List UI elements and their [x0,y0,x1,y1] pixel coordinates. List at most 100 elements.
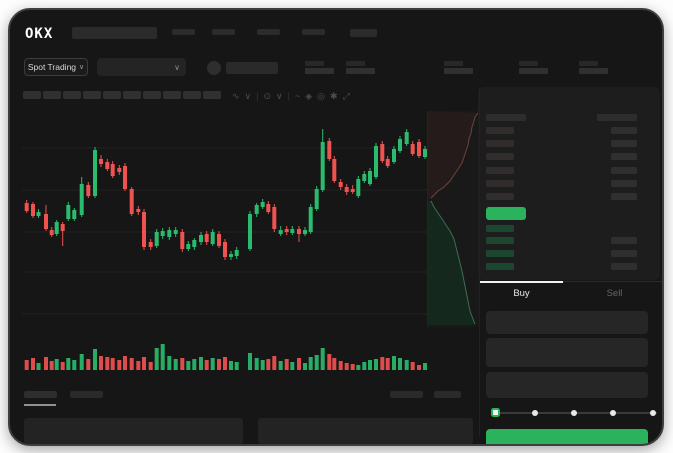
stat-value-placeholder [519,68,548,74]
ticker-stat-group [579,61,609,75]
timeframe-placeholder[interactable] [143,91,161,99]
ticker-stat-group [305,61,335,75]
bottom-tab-placeholder[interactable] [434,391,461,398]
stat-label-placeholder [444,61,463,66]
slider-step-dot[interactable] [610,410,617,416]
chart-type-icon[interactable]: ∿ [232,90,240,101]
line-tool-icon[interactable]: ~ [294,91,301,101]
market-type-label: Spot Trading [27,62,77,72]
bid-amount-placeholder [611,237,637,245]
amount-slider[interactable] [491,406,657,420]
amount-input[interactable] [486,338,648,367]
camera-icon[interactable]: ◎ [317,90,326,101]
tab-buy[interactable]: Buy [513,288,530,299]
timeframe-placeholder[interactable] [183,91,201,99]
nav-item-placeholder[interactable] [172,29,195,35]
depth-chart [428,111,479,325]
fullscreen-icon[interactable]: ⤢ [342,90,350,101]
ask-price-placeholder[interactable] [486,193,514,200]
stat-value-placeholder [346,68,375,74]
ask-price-placeholder[interactable] [486,140,514,148]
chevron-down-icon: ∨ [79,64,85,71]
stat-label-placeholder [579,61,598,66]
orderbook-header-placeholder [486,114,526,121]
ask-amount-placeholder [611,166,637,174]
bid-price-placeholder[interactable] [486,237,514,245]
timeframe-placeholder[interactable] [23,91,41,99]
slider-step-dot[interactable] [649,410,656,416]
market-type-dropdown[interactable]: Spot Trading ∨ [24,58,88,76]
nav-item-placeholder[interactable] [350,29,377,37]
last-price-button[interactable] [486,207,526,220]
nav-item-placeholder[interactable] [72,27,157,39]
bid-amount-placeholder [611,263,637,271]
volume-chart [24,344,427,370]
ask-price-placeholder[interactable] [486,179,514,187]
price-input[interactable] [486,311,648,334]
timeframe-placeholder[interactable] [63,91,81,99]
total-input[interactable] [486,372,648,398]
okx-logo: OKX [25,26,54,42]
ask-price-placeholder[interactable] [486,166,514,174]
chevron-down-icon: ∨ [174,62,180,72]
slider-handle[interactable] [491,408,500,417]
ticker-stat-group [444,61,474,75]
ask-amount-placeholder [611,193,637,200]
orderbook-header-placeholder [597,114,637,121]
stat-value-placeholder [305,68,334,74]
timeframe-placeholder[interactable] [123,91,141,99]
chart-toolbar: ∿ ∨ | ⊙ ∨ | ~ ◈ ◎ ✱ ⤢ [232,89,350,103]
nav-item-placeholder[interactable] [302,29,325,35]
stat-value-placeholder [444,68,473,74]
timeframe-placeholder[interactable] [43,91,61,99]
timeframe-placeholder[interactable] [83,91,101,99]
divider: | [256,91,259,101]
slider-step-dot[interactable] [571,410,577,416]
depth-chart-panel [427,111,480,327]
ask-amount-placeholder [611,127,637,134]
pair-select-dropdown[interactable]: ∨ [97,58,186,76]
bottom-active-tab-indicator [24,404,56,406]
bottom-tab-placeholder[interactable] [390,391,423,398]
ask-price-placeholder[interactable] [486,153,514,161]
ask-amount-placeholder [611,179,637,187]
active-tab-indicator [480,281,563,283]
stat-label-placeholder [519,61,538,66]
stat-label-placeholder [346,61,365,66]
ask-amount-placeholder [611,140,637,148]
bid-price-placeholder[interactable] [486,263,514,271]
tabs-divider [480,281,662,282]
timeframe-placeholder[interactable] [163,91,181,99]
candlestick-chart[interactable] [22,109,427,341]
app-window: OKX Spot Trading ∨ ∨ ∿ ∨ | ⊙ ∨ | ~ ◈ ◎ ✱ ⤢ [8,8,664,446]
tab-sell[interactable]: Sell [606,288,623,299]
draw-tool-icon[interactable]: ◈ [305,90,313,101]
ask-price-placeholder[interactable] [486,127,514,134]
buy-submit-button[interactable] [486,429,648,444]
slider-step-dot[interactable] [531,410,538,416]
bottom-tab-placeholder[interactable] [24,391,57,398]
pair-avatar [207,61,221,75]
chevron-down-icon[interactable]: ∨ [244,90,252,101]
settings-gear-icon[interactable]: ✱ [330,90,338,101]
bid-price-placeholder[interactable] [486,224,514,232]
trade-side-tabs: Buy Sell [480,281,662,305]
stat-value-placeholder [579,68,608,74]
history-table-placeholder [258,418,473,444]
timeframe-placeholder[interactable] [103,91,121,99]
bid-amount-placeholder [611,250,637,258]
panel-divider [479,87,480,437]
divider: | [287,91,290,101]
bottom-tab-placeholder[interactable] [70,391,103,398]
ticker-stat-group [519,61,549,75]
nav-item-placeholder[interactable] [212,29,235,35]
nav-item-placeholder[interactable] [257,29,280,35]
chevron-down-icon[interactable]: ∨ [276,90,283,101]
indicator-icon[interactable]: ⊙ [263,90,272,101]
orders-table-placeholder [24,418,243,444]
ticker-stat-group [346,61,376,75]
bid-price-placeholder[interactable] [486,250,514,258]
stat-label-placeholder [305,61,324,66]
timeframe-placeholder[interactable] [203,91,221,99]
